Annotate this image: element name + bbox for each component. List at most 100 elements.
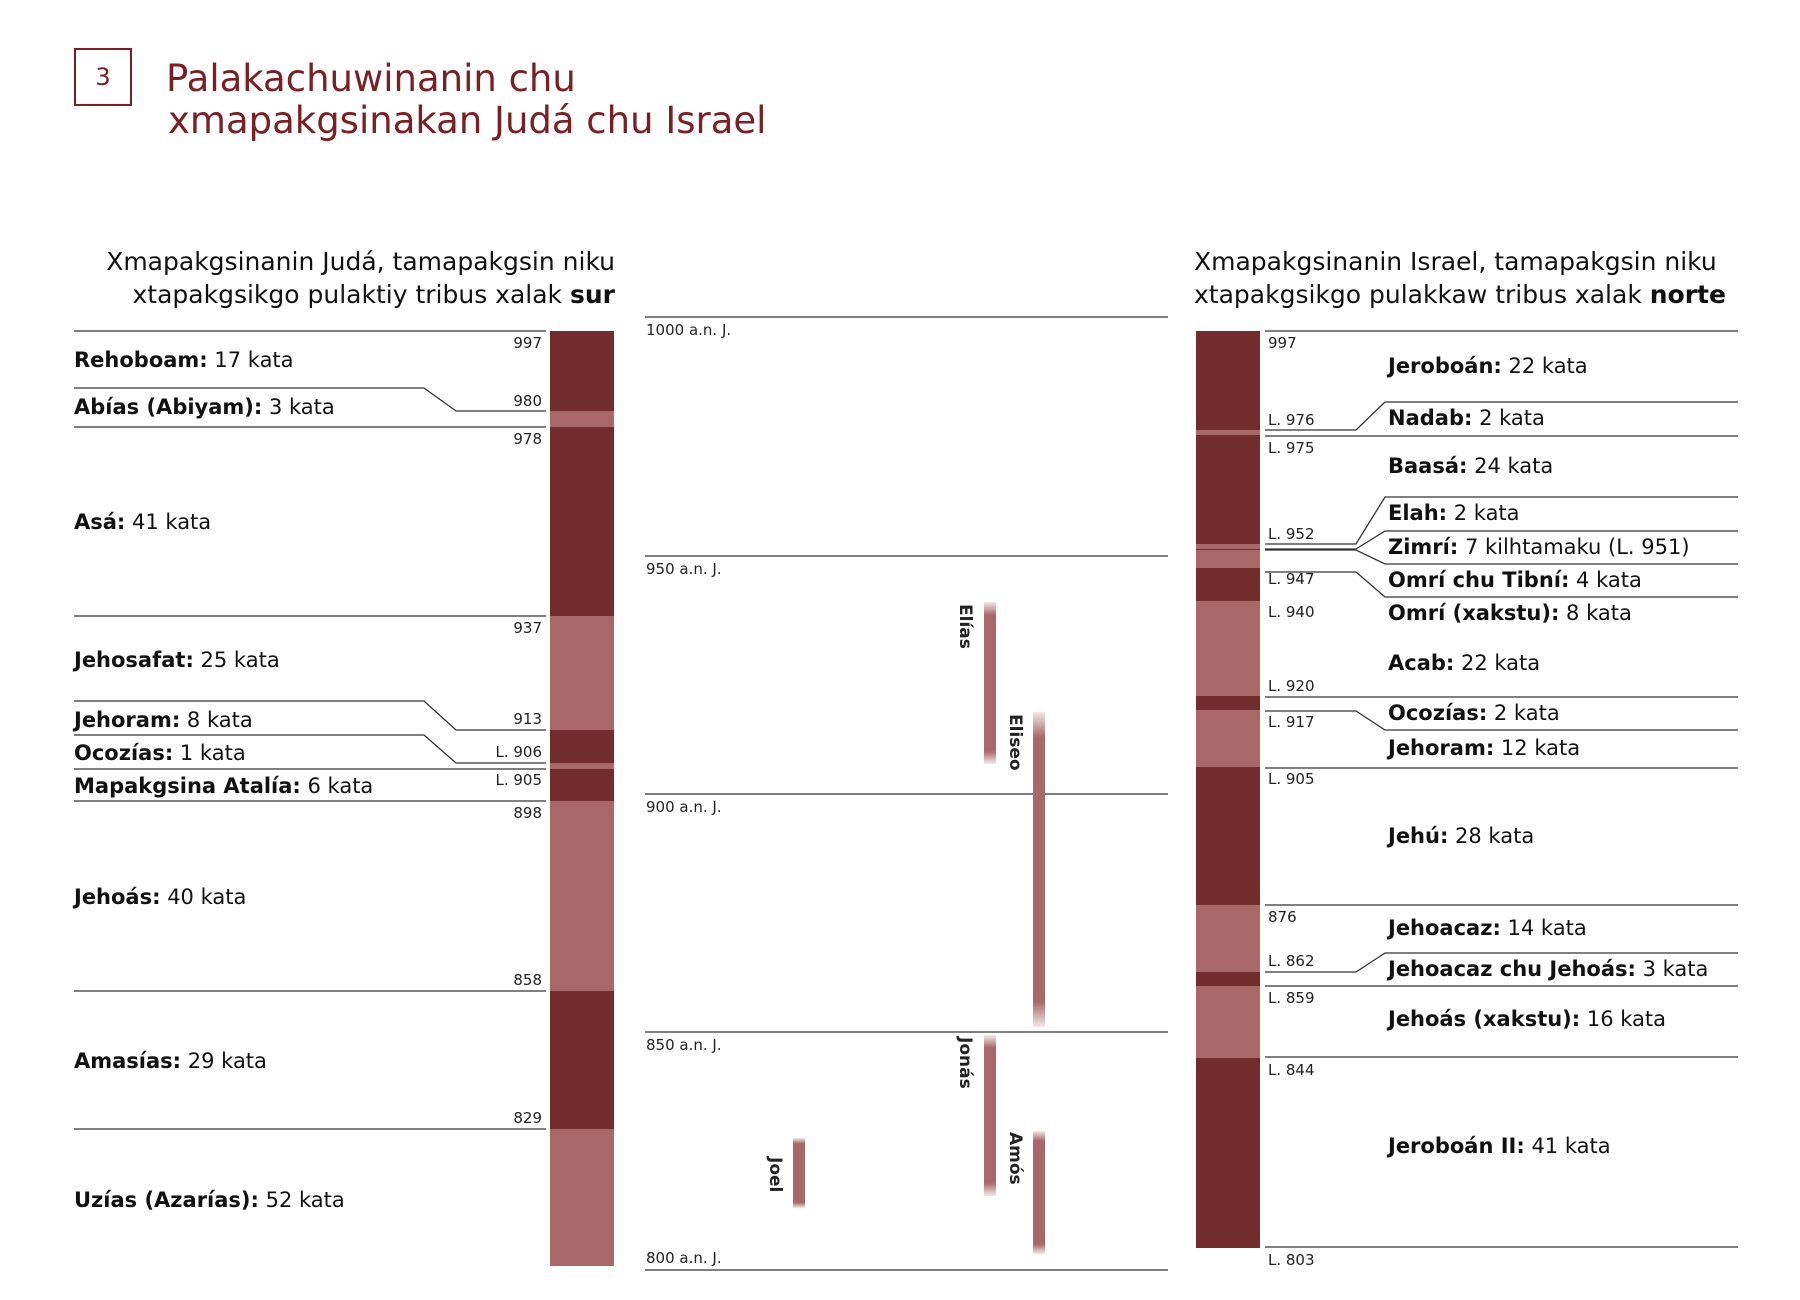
israel-year: L. 952	[1268, 525, 1315, 543]
israel-heading-line-1: Xmapakgsinanin Israel, tamapakgsin niku	[1194, 247, 1717, 276]
juda-king: Jehosafat: 25 kata	[72, 648, 280, 672]
israel-heading-line-2: xtapakgsikgo pulakkaw tribus xalak norte	[1194, 280, 1726, 309]
prophet-bar-eliseo	[1033, 712, 1045, 1027]
israel-bar-jehoacaz-jehoas	[1196, 972, 1260, 986]
israel-bar-nadab	[1196, 430, 1260, 435]
israel-bar-elah	[1196, 544, 1260, 549]
israel-king: Jehoram: 12 kata	[1386, 736, 1580, 760]
timeline-lines	[645, 316, 1168, 1271]
israel-king: Ocozías: 2 kata	[1388, 701, 1560, 725]
juda-king: Rehoboam: 17 kata	[74, 348, 294, 372]
israel-year: L. 940	[1268, 603, 1315, 621]
title-line-1: Palakachuwinanin chu	[166, 57, 576, 100]
israel-bar-ocozias	[1196, 696, 1260, 710]
israel-year: L. 862	[1268, 952, 1315, 970]
israel-king: Jeroboán: 22 kata	[1386, 354, 1588, 378]
prophet-label-eliseo: Eliseo	[1005, 714, 1025, 771]
israel-year: L. 859	[1268, 989, 1315, 1007]
juda-king: Ocozías: 1 kata	[74, 741, 246, 765]
israel-king: Omrí (xakstu): 8 kata	[1388, 601, 1632, 625]
timeline-tick: 1000 a.n. J.	[646, 321, 731, 339]
timeline-tick: 950 a.n. J.	[646, 560, 722, 578]
juda-king: Mapakgsina Atalía: 6 kata	[74, 774, 373, 798]
juda-lines	[74, 330, 546, 1130]
israel-king: Acab: 22 kata	[1388, 651, 1540, 675]
israel-lines	[1265, 330, 1738, 1248]
juda-year: 997	[513, 334, 542, 352]
juda-year: L. 905	[495, 771, 542, 789]
israel-king: Jehoás (xakstu): 16 kata	[1386, 1007, 1666, 1031]
juda-heading-line-2: xtapakgsikgo pulaktiy tribus xalak sur	[132, 280, 616, 309]
juda-bar-ocozias	[550, 763, 614, 769]
israel-bar-jehu	[1196, 767, 1260, 905]
juda-king: Jehoás: 40 kata	[72, 885, 246, 909]
juda-heading-line-1: Xmapakgsinanin Judá, tamapakgsin niku	[106, 247, 615, 276]
israel-year: L. 905	[1268, 770, 1315, 788]
israel-bar-baasa	[1196, 435, 1260, 544]
israel-king: Baasá: 24 kata	[1388, 454, 1553, 478]
juda-year: 980	[513, 392, 542, 410]
juda-bar-jehosafat	[550, 616, 614, 730]
juda-bar-uzias	[550, 1129, 614, 1266]
juda-years: 997 980 978 937 913 L. 906 L. 905 898 85…	[495, 334, 542, 1127]
israel-bar-jeroboan	[1196, 331, 1260, 430]
israel-king: Nadab: 2 kata	[1388, 406, 1545, 430]
israel-year: L. 976	[1268, 411, 1315, 429]
juda-kings: Rehoboam: 17 kata Abías (Abiyam): 3 kata…	[72, 348, 373, 1212]
israel-year: L. 917	[1268, 713, 1315, 731]
prophet-bar-joel	[793, 1138, 805, 1208]
prophet-label-joel: Joel	[765, 1156, 785, 1192]
juda-year: 898	[513, 804, 542, 822]
timeline-tick: 800 a.n. J.	[646, 1249, 722, 1267]
israel-year: L. 920	[1268, 677, 1315, 695]
israel-bar-zimri	[1196, 549, 1260, 550]
juda-year: L. 906	[495, 743, 542, 761]
israel-bar-acab	[1196, 601, 1260, 696]
prophet-label-jonas: Jonás	[955, 1036, 975, 1089]
juda-king: Abías (Abiyam): 3 kata	[74, 395, 335, 419]
juda-bar-jehoram	[550, 730, 614, 763]
juda-king: Asá: 41 kata	[74, 510, 211, 534]
prophet-labels: Elías Eliseo Jonás Amós Joel	[765, 604, 1025, 1192]
juda-bar-rehoboam	[550, 331, 614, 411]
israel-bar-omri	[1196, 568, 1260, 601]
israel-king: Zimrí: 7 kilhtamaku (L. 951)	[1388, 535, 1690, 559]
israel-bar-omri-tibni	[1196, 550, 1260, 568]
juda-king: Uzías (Azarías): 52 kata	[74, 1188, 345, 1212]
israel-heading: Xmapakgsinanin Israel, tamapakgsin niku …	[1194, 245, 1726, 311]
israel-bar-jehoacaz	[1196, 905, 1260, 972]
israel-bar-jehoas	[1196, 986, 1260, 1058]
juda-bar-amasias	[550, 991, 614, 1129]
prophet-label-amos: Amós	[1005, 1132, 1025, 1185]
juda-year: 829	[513, 1109, 542, 1127]
juda-bar-abias	[550, 411, 614, 427]
prophet-bar-amos	[1033, 1131, 1045, 1254]
timeline-ticks: 1000 a.n. J. 950 a.n. J. 900 a.n. J. 850…	[646, 321, 731, 1267]
israel-king: Jehoacaz: 14 kata	[1386, 916, 1587, 940]
timeline-tick: 850 a.n. J.	[646, 1036, 722, 1054]
prophet-bars	[793, 602, 1045, 1254]
israel-king: Elah: 2 kata	[1388, 501, 1520, 525]
juda-year: 937	[513, 619, 542, 637]
israel-year: 876	[1268, 908, 1297, 926]
juda-bar	[550, 331, 614, 1266]
israel-bar-jehoram	[1196, 710, 1260, 767]
chapter-number-box: 3	[74, 48, 132, 106]
chapter-number: 3	[95, 63, 111, 91]
juda-bar-jehoas	[550, 801, 614, 991]
timeline-tick: 900 a.n. J.	[646, 798, 722, 816]
israel-kings: Jeroboán: 22 kata Nadab: 2 kata Baasá: 2…	[1386, 354, 1708, 1158]
juda-year: 913	[513, 710, 542, 728]
israel-year: L. 803	[1268, 1251, 1315, 1269]
prophet-label-elias: Elías	[955, 604, 975, 649]
israel-king: Jehú: 28 kata	[1386, 824, 1534, 848]
israel-bar	[1196, 331, 1260, 1248]
page-title: Palakachuwinanin chu xmapakgsinakan Judá…	[166, 58, 766, 142]
israel-king: Omrí chu Tibní: 4 kata	[1388, 568, 1642, 592]
juda-bar-asa	[550, 427, 614, 616]
israel-year: L. 947	[1268, 570, 1315, 588]
juda-heading: Xmapakgsinanin Judá, tamapakgsin niku xt…	[106, 245, 615, 311]
israel-year: L. 975	[1268, 439, 1315, 457]
title-line-2: xmapakgsinakan Judá chu Israel	[168, 99, 767, 142]
